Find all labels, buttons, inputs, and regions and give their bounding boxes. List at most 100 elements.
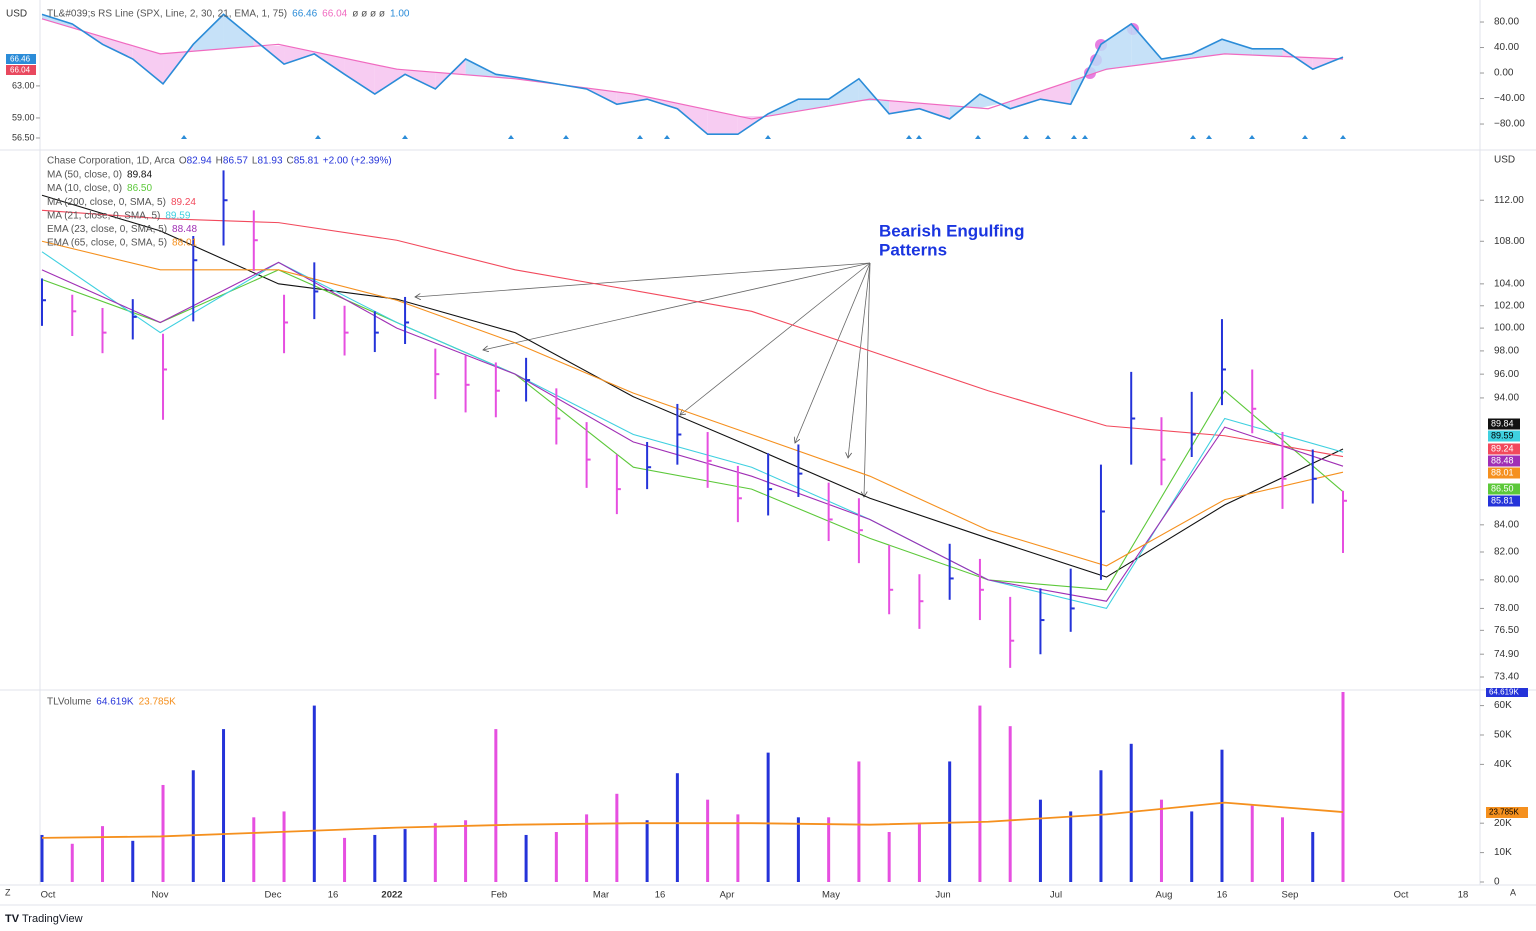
axis-value-box xyxy=(1486,688,1528,697)
volume-average xyxy=(41,801,1344,839)
rs-fill xyxy=(919,103,950,119)
brand: TradingView xyxy=(22,913,83,925)
y-tick-label: 84.00 xyxy=(1494,519,1519,530)
y-tick-label: 80.00 xyxy=(1494,17,1519,28)
axis-value-label: 86.50 xyxy=(1491,483,1514,493)
rs-fill xyxy=(1252,48,1283,57)
x-tick-label: Nov xyxy=(152,890,169,901)
moving-average xyxy=(41,261,1344,602)
y-tick-label: 76.50 xyxy=(1494,625,1519,636)
volume-bar xyxy=(675,773,679,882)
volume-bar xyxy=(917,823,921,882)
axis-value-box xyxy=(1488,443,1520,455)
rs-fill xyxy=(707,109,738,135)
volume-bar xyxy=(1311,832,1315,882)
volume-bar xyxy=(403,829,407,882)
rs-fill xyxy=(284,45,315,65)
y-tick-label: 94.00 xyxy=(1494,393,1519,404)
legend-name: MA (21, close, 0, SMA, 5) xyxy=(47,210,160,221)
legend-value: 86.50 xyxy=(127,183,152,194)
value-box xyxy=(6,65,36,75)
axis-value-label: 89.24 xyxy=(1491,443,1514,453)
legend-value: 23.785K xyxy=(139,697,177,708)
rs-fill xyxy=(1100,23,1132,72)
x-tick-label: 16 xyxy=(655,890,666,901)
legend-ohlc-label: C xyxy=(287,156,294,167)
legend-name: MA (10, close, 0) xyxy=(47,183,122,194)
moving-average xyxy=(41,194,1344,578)
legend-value: 66.46 xyxy=(292,9,317,20)
axis-value-box xyxy=(1488,418,1520,430)
legend-value: 64.619K xyxy=(96,697,134,708)
axis-value-label: 89.59 xyxy=(1491,430,1514,440)
y-tick-label: 0 xyxy=(1494,877,1500,888)
y-tick-label: 112.00 xyxy=(1494,195,1524,206)
volume-bar xyxy=(494,729,498,882)
volume-bar xyxy=(40,834,44,882)
axis-value-box xyxy=(1488,495,1520,507)
volume-bar xyxy=(464,820,468,882)
axis-value-label: 85.81 xyxy=(1491,495,1514,505)
volume-bar xyxy=(857,761,861,882)
rs-fill xyxy=(102,36,133,59)
legend-value: 88.01 xyxy=(172,238,197,249)
legend-value: 89.59 xyxy=(165,210,190,221)
y-tick-label: 0.00 xyxy=(1494,68,1514,79)
x-tick-label: May xyxy=(822,890,840,901)
brand-logo: TV xyxy=(5,913,20,925)
legend-name: EMA (23, close, 0, SMA, 5) xyxy=(47,224,167,235)
rs-fill xyxy=(132,45,164,84)
legend-name: EMA (65, close, 0, SMA, 5) xyxy=(47,238,167,249)
axis-value-label: 89.84 xyxy=(1491,418,1514,428)
y-tick-label: −40.00 xyxy=(1494,93,1525,104)
axis-value-label: 88.01 xyxy=(1491,467,1514,477)
moving-average xyxy=(41,251,1344,610)
legend-value: ø ø ø ø xyxy=(352,9,385,20)
y-tick-label: 73.40 xyxy=(1494,672,1519,683)
legend-ohlc-label: H xyxy=(216,156,223,167)
rs-fill xyxy=(798,99,829,112)
volume-bar xyxy=(1341,692,1345,882)
legend-symbol: Chase Corporation, 1D, Arca xyxy=(47,156,175,167)
y-tick-label: −80.00 xyxy=(1494,119,1525,130)
volume-bar xyxy=(706,799,710,882)
value-box-label: 66.46 xyxy=(10,55,31,64)
y-tick-label: 20K xyxy=(1494,818,1512,829)
volume-bar xyxy=(343,837,347,882)
annotation: Bearish Engulfing xyxy=(879,221,1024,240)
axis-value-box xyxy=(1488,430,1520,442)
y-tick-label: 108.00 xyxy=(1494,236,1525,247)
volume-bar xyxy=(585,814,589,882)
rs-fill xyxy=(223,14,254,49)
rs-ma-line xyxy=(41,18,1344,120)
y-tick-label: 98.00 xyxy=(1494,346,1519,357)
axis-value-box xyxy=(1488,455,1520,467)
legend-ohlc-value: 81.93 xyxy=(257,156,282,167)
rs-fill xyxy=(828,78,859,107)
volume-bar xyxy=(373,834,377,882)
volume-bar xyxy=(252,817,256,882)
corner-button[interactable]: A xyxy=(1510,887,1516,897)
volume-bar xyxy=(948,761,952,882)
axis-value-box xyxy=(1488,467,1520,479)
y-tick-label: 40K xyxy=(1494,759,1512,770)
y2-tick-label: 56.50 xyxy=(12,132,35,142)
volume-bar xyxy=(312,705,316,882)
volume-bar xyxy=(433,823,437,882)
value-box xyxy=(6,54,36,64)
volume-bar xyxy=(222,729,226,882)
corner-button[interactable]: Z xyxy=(5,887,11,897)
y-tick-label: 10K xyxy=(1494,847,1512,858)
axis-value-label: 64.619K xyxy=(1489,688,1519,697)
volume-bar xyxy=(131,840,135,882)
volume-bar xyxy=(615,793,619,882)
volume-bar xyxy=(70,843,74,882)
legend-value: 1.00 xyxy=(390,9,410,20)
y-tick-label: 74.90 xyxy=(1494,649,1519,660)
legend-value: 66.04 xyxy=(322,9,347,20)
x-tick-label: Jul xyxy=(1050,890,1062,901)
legend-ohlc-label: O xyxy=(179,156,187,167)
volume-bar xyxy=(1038,799,1042,882)
rs-fill xyxy=(677,103,708,135)
